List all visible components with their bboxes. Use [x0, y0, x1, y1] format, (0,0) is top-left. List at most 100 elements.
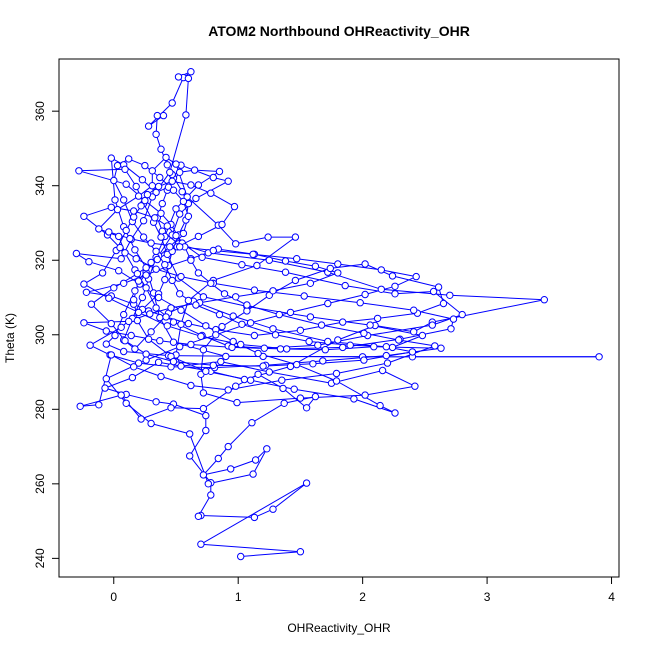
y-tick-label: 340 — [33, 175, 47, 195]
data-point — [377, 266, 385, 274]
series-segment — [336, 380, 381, 407]
data-point — [224, 386, 232, 394]
data-point — [224, 442, 232, 451]
series-segment — [83, 322, 107, 332]
series-segment — [219, 314, 243, 325]
data-point — [95, 401, 103, 409]
data-point — [281, 268, 290, 276]
series-segment — [200, 515, 255, 518]
data-point — [105, 294, 113, 302]
data-point — [283, 345, 291, 353]
series-segment — [180, 309, 207, 327]
series-segment — [140, 407, 172, 420]
data-point — [134, 277, 143, 285]
data-point — [105, 228, 113, 236]
y-tick-label: 360 — [33, 101, 47, 121]
data-point — [293, 360, 301, 369]
data-point — [120, 310, 128, 319]
data-point — [156, 337, 164, 345]
data-point — [305, 337, 313, 346]
data-point — [167, 304, 175, 312]
data-point — [259, 362, 267, 370]
data-point — [254, 370, 262, 378]
data-point — [187, 340, 195, 349]
series-segment — [213, 364, 264, 367]
data-point — [117, 391, 125, 399]
series-segment — [178, 277, 204, 298]
series-segment — [189, 430, 207, 457]
series-segment — [240, 551, 301, 557]
data-point — [127, 331, 135, 340]
data-point — [271, 331, 280, 339]
series-segment — [83, 320, 129, 324]
data-point — [388, 272, 397, 280]
data-point — [326, 264, 334, 273]
data-point — [120, 347, 128, 356]
data-point — [332, 369, 341, 378]
series-segment — [365, 385, 415, 396]
data-point — [157, 372, 165, 381]
series-segment — [432, 314, 463, 326]
data-point — [156, 313, 164, 322]
data-point — [293, 255, 301, 263]
data-point — [133, 316, 142, 325]
data-point — [120, 196, 128, 204]
series-segment — [250, 379, 295, 390]
data-point — [80, 280, 88, 288]
series-segment — [377, 312, 418, 319]
data-point — [458, 310, 466, 319]
data-point — [309, 360, 317, 368]
series-segment — [135, 258, 157, 270]
series-segment — [83, 283, 110, 299]
data-point — [116, 243, 124, 252]
data-point — [132, 255, 140, 263]
data-point — [243, 301, 251, 309]
data-point — [280, 399, 288, 407]
data-point — [194, 512, 203, 520]
data-point — [110, 284, 118, 292]
data-point — [296, 548, 305, 556]
data-point — [306, 313, 315, 321]
data-point — [350, 395, 358, 403]
data-point — [194, 269, 203, 277]
data-point — [209, 173, 218, 182]
series-segment — [98, 209, 118, 230]
series-segment — [80, 394, 122, 407]
data-point — [382, 351, 390, 360]
series-segment — [321, 324, 364, 334]
series-segment — [108, 297, 139, 313]
data-point — [382, 343, 390, 351]
series-segment — [189, 455, 212, 484]
data-point — [176, 243, 184, 251]
data-point — [300, 292, 308, 300]
series-segment — [200, 349, 204, 375]
data-point — [141, 161, 149, 170]
series-segment — [208, 252, 270, 261]
data-point — [115, 232, 123, 241]
data-point — [540, 296, 548, 304]
series-segment — [217, 224, 237, 245]
series-segment — [133, 366, 162, 377]
series-segment — [190, 385, 229, 391]
data-point — [138, 176, 147, 184]
data-point — [187, 256, 195, 264]
data-point — [176, 210, 184, 218]
data-point — [248, 419, 256, 427]
data-point — [232, 293, 240, 301]
data-point — [192, 194, 200, 203]
data-point — [197, 540, 205, 548]
data-point — [212, 331, 220, 339]
data-point — [249, 470, 257, 478]
data-point — [428, 321, 436, 329]
data-point — [222, 352, 230, 361]
data-point — [240, 375, 249, 384]
data-point — [172, 231, 180, 240]
data-point — [153, 255, 162, 264]
data-point — [141, 196, 149, 205]
series-segment — [272, 282, 311, 292]
data-point — [179, 229, 188, 238]
data-point — [156, 173, 164, 182]
data-point — [218, 220, 226, 229]
series-segment — [166, 254, 179, 279]
